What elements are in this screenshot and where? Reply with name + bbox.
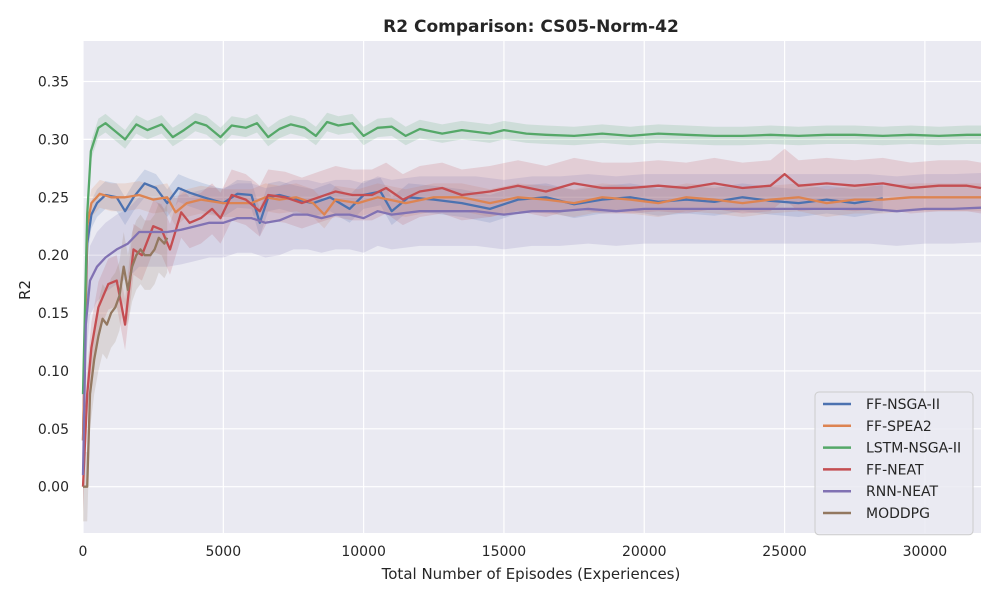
legend-label: FF-NSGA-II	[866, 397, 940, 413]
x-tick-label: 30000	[903, 544, 948, 560]
y-tick-label: 0.10	[38, 364, 69, 380]
x-axis-label: Total Number of Episodes (Experiences)	[381, 565, 681, 583]
legend-label: RNN-NEAT	[866, 484, 939, 500]
y-tick-label: 0.20	[38, 248, 69, 264]
series-line	[81, 192, 981, 441]
x-tick-label: 15000	[482, 544, 527, 560]
y-tick-label: 0.25	[38, 190, 69, 206]
legend-box	[814, 391, 974, 536]
axis-ticks: 0 5000 10000 15000 20000 25000 30000 0.00 0.05 0.…	[38, 75, 947, 560]
x-tick-label: 5000	[205, 544, 241, 560]
series-line	[83, 236, 169, 488]
legend: FF-NSGA-II FF-SPEA2 LSTM-NSGA-II FF-NEAT RNN…	[814, 391, 974, 536]
legend-label: FF-SPEA2	[866, 419, 932, 435]
x-tick-label: 25000	[762, 544, 807, 560]
x-tick-label: 10000	[341, 544, 386, 560]
series-lines	[81, 120, 982, 488]
legend-label: LSTM-NSGA-II	[866, 441, 961, 457]
legend-label: MODDPG	[866, 506, 930, 522]
y-tick-label: 0.05	[38, 422, 69, 438]
chart-title: R2 Comparison: CS05-Norm-42	[383, 17, 679, 37]
y-tick-label: 0.35	[38, 75, 69, 91]
series-line	[81, 172, 982, 487]
confidence-band	[83, 112, 981, 404]
y-tick-label: 0.15	[38, 306, 69, 322]
y-axis-label: R2	[16, 280, 34, 300]
confidence-band	[83, 203, 168, 522]
series-line	[81, 120, 981, 395]
legend-label: FF-NEAT	[866, 462, 924, 478]
y-tick-label: 0.30	[38, 132, 69, 148]
series-line	[81, 206, 982, 476]
grid-lines	[82, 41, 981, 533]
x-tick-label: 20000	[622, 544, 667, 560]
y-tick-label: 0.00	[38, 480, 69, 496]
x-tick-label: 0	[79, 544, 88, 560]
